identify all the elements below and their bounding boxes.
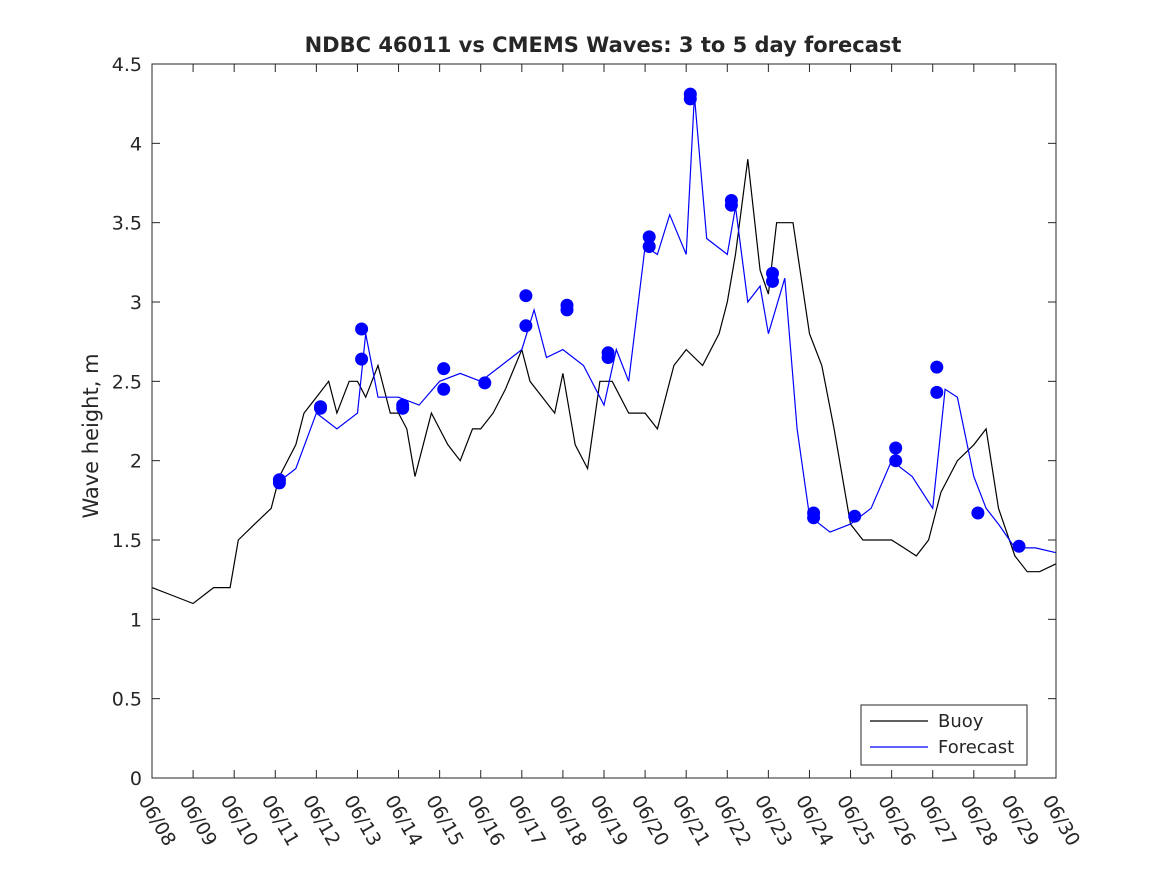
y-tick-label: 4: [130, 133, 142, 155]
forecast-marker: [807, 506, 821, 520]
y-tick-label: 0.5: [112, 689, 142, 711]
y-tick-label: 1.5: [112, 530, 142, 552]
forecast-marker: [478, 376, 492, 390]
forecast-marker: [355, 352, 369, 366]
y-tick-label: 4.5: [112, 54, 142, 76]
forecast-marker: [519, 319, 533, 333]
y-tick-label: 3: [130, 292, 142, 314]
y-tick-label: 2: [130, 451, 142, 473]
series-line-buoy: [151, 159, 1057, 605]
legend-buoy-label: Buoy: [938, 711, 984, 732]
forecast-marker: [642, 240, 656, 253]
forecast-marker: [930, 360, 944, 374]
forecast-marker: [930, 385, 944, 399]
y-tick-label: 3.5: [112, 213, 142, 235]
forecast-marker: [1012, 539, 1026, 553]
forecast-marker: [889, 454, 903, 468]
forecast-marker: [683, 87, 697, 101]
y-tick-label: 0: [130, 768, 142, 790]
forecast-marker: [355, 322, 369, 336]
series-line-forecast: [274, 95, 1057, 554]
forecast-marker: [314, 400, 327, 414]
y-axis: 0 0.5 1 1.5 2 2.5 3 3.5 4 4.5: [112, 54, 1056, 790]
legend-forecast-label: Forecast: [938, 737, 1014, 758]
forecast-marker: [971, 506, 985, 520]
forecast-marker: [642, 230, 656, 244]
forecast-marker: [437, 362, 451, 376]
y-tick-label: 2.5: [112, 371, 142, 393]
forecast-marker: [766, 266, 779, 280]
legend: Buoy Forecast: [860, 704, 1028, 766]
y-tick-label: 1: [130, 609, 142, 631]
forecast-marker: [601, 346, 615, 360]
forecast-marker: [560, 298, 574, 312]
forecast-marker: [889, 441, 903, 455]
forecast-marker: [848, 509, 862, 523]
forecast-marker: [437, 382, 451, 396]
y-axis-label: Wave height, m: [79, 353, 103, 518]
legend-box: [860, 704, 1028, 766]
forecast-marker: [519, 289, 533, 303]
forecast-marker: [272, 473, 286, 487]
forecast-markers: [272, 87, 1026, 553]
forecast-marker: [724, 194, 738, 207]
chart-title: NDBC 46011 vs CMEMS Waves: 3 to 5 day fo…: [305, 33, 902, 57]
series-layer: [151, 95, 1057, 605]
forecast-marker: [396, 398, 410, 412]
